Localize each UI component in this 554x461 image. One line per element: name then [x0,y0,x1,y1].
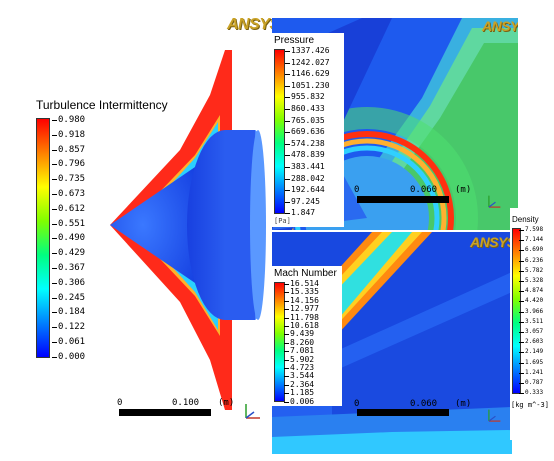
tick-label: 1337.426 [285,46,330,55]
pressure-scale-start: 0 [354,185,360,195]
tick-label: 0.796 [51,159,86,170]
tick-label: 0.490 [51,233,86,244]
tick-label: 0.006 [283,396,315,406]
tick-label: 288.042 [285,173,325,183]
tick-label: 1.185 [283,388,315,398]
tick-label: 7.081 [283,346,315,356]
ansys-logo-mach: ANSYS [470,234,512,250]
tick-label: 478.839 [285,150,325,160]
turbulence-panel: Turbulence Intermittency 0.980 0.918 0.857… [0,0,275,461]
turbulence-scale-bar [119,409,211,416]
tick-label: 4.723 [283,363,315,372]
mach-title: Mach Number [274,268,337,279]
tick-label: 0.918 [51,129,86,140]
tick-label: 1051.230 [285,80,330,90]
tick-label: 15.335 [284,287,319,297]
turbulence-title: Turbulence Intermittency [36,98,168,112]
tick-label: 574.238 [285,138,325,148]
tick-label: 6.236 [518,256,544,264]
turbulence-scale-unit: (m) [218,398,235,408]
tick-label: 0.122 [51,322,86,333]
tick-label: 10.618 [284,321,319,330]
ansys-logo-left: ANSYS [227,16,280,33]
tick-label: 14.156 [284,295,319,305]
axes-triad-icon [488,195,501,208]
mach-scale-unit: (m) [455,399,472,409]
tick-label: 4.420 [518,297,544,305]
pressure-unit-fragment: [Pa] [274,217,291,225]
tick-label: 0.367 [51,263,86,273]
mach-scale-bar [357,409,449,416]
tick-label: 955.832 [285,92,325,102]
tick-label: 0.612 [51,203,86,214]
pressure-scale-unit: (m) [455,185,472,195]
tick-label: 1.847 [284,208,316,218]
tick-label: 5.782 [518,266,544,274]
mach-scale-start: 0 [354,399,360,409]
tick-label: 97.245 [285,196,320,206]
pressure-scale-end: 0.060 [410,185,438,195]
tick-label: 9.439 [283,329,315,339]
tick-label: 3.057 [518,328,544,335]
turbulence-contour-image [110,50,266,410]
tick-label: 1146.629 [285,69,330,79]
tick-label: 12.977 [284,304,319,314]
turbulence-tick-labels: 0.980 0.918 0.857 0.796 0.735 0.673 0.612 0.551… [51,115,108,362]
turbulence-scale-start: 0 [117,398,123,408]
tick-label: 5.902 [283,354,315,364]
tick-label: 383.441 [285,162,325,171]
tick-label: 192.644 [285,185,325,195]
pressure-tick-labels: 1337.426 1242.027 1146.629 1051.230 955.832 8… [284,46,351,218]
tick-label: 5.328 [518,277,544,284]
mach-panel: ANSYS [272,232,512,454]
turbulence-scale-end: 0.100 [172,398,200,408]
tick-label: 0.787 [518,379,544,386]
turbulence-colorbar [36,118,50,358]
tick-label: 0.061 [51,337,86,347]
tick-label: 3.966 [518,307,544,315]
axes-triad-icon [488,409,501,422]
tick-label: 0.245 [51,292,86,303]
tick-label: 2.364 [283,379,315,389]
tick-label: 860.433 [285,104,325,113]
tick-label: 0.673 [51,189,86,199]
pressure-scale-bar [357,196,449,203]
tick-label: 6.690 [518,246,544,254]
tick-label: 0.980 [51,115,86,125]
tick-label: 0.735 [51,174,86,185]
mach-tick-labels: 16.514 15.335 14.156 12.977 11.798 10.618 9.43… [283,279,340,405]
density-colorbar [512,228,521,394]
axes-triad-icon [245,404,260,419]
tick-label: 1.695 [518,358,544,366]
tick-label: 7.144 [518,236,544,244]
tick-label: 0.333 [518,389,544,397]
tick-label: 16.514 [284,279,319,288]
tick-label: 11.798 [284,312,319,322]
tick-label: 669.636 [285,127,325,137]
tick-label: 8.260 [283,337,315,347]
tick-label: 2.603 [518,338,544,346]
tick-label: 0.429 [51,248,86,259]
tick-label: 1.241 [518,368,544,376]
tick-label: 0.306 [51,277,86,288]
tick-label: 3.544 [283,371,315,381]
tick-label: 0.000 [51,351,86,362]
pressure-title: Pressure [274,35,315,46]
pressure-colorbar [274,49,285,214]
density-unit: [kg m^-3] [511,401,549,409]
mach-scale-end: 0.060 [410,399,438,409]
tick-label: 765.035 [285,115,325,125]
tick-label: 3.511 [518,317,544,325]
tick-label: 1242.027 [285,57,330,67]
tick-label: 7.598 [518,226,544,233]
tick-label: 0.857 [51,144,86,155]
density-title: Density [512,215,539,224]
tick-label: 0.551 [51,218,86,229]
mach-colorbar [274,282,285,402]
ansys-logo-pressure: ANSYS [482,18,518,34]
tick-label: 2.149 [518,348,544,356]
density-tick-labels: 7.598 7.144 6.690 6.236 5.782 5.328 4.874 4.420… [518,226,554,397]
tick-label: 0.184 [51,307,86,318]
tick-label: 4.874 [518,287,544,295]
